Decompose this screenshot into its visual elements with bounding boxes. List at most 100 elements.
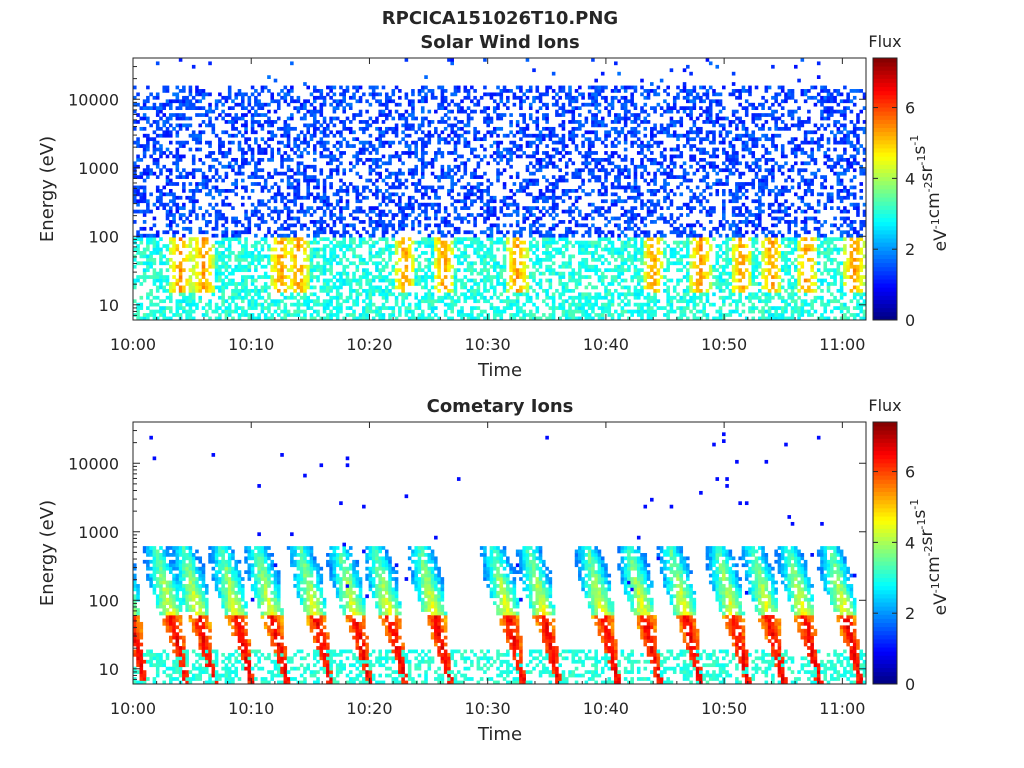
flux-pixel [571,113,576,117]
flux-pixel [568,230,572,235]
flux-pixel [420,140,425,145]
flux-pixel [555,99,559,104]
flux-pixel [463,168,468,173]
flux-pixel [227,95,232,100]
flux-pixel [535,316,540,321]
flux-pixel [329,161,333,166]
flux-pixel [391,140,396,145]
flux-pixel [460,254,464,259]
flux-pixel [532,151,536,155]
flux-pixel [326,237,330,242]
flux-pixel [378,309,382,314]
flux-pixel [178,157,183,162]
flux-pixel [391,244,396,248]
flux-pixel [273,230,278,235]
flux-pixel [509,275,513,279]
flux-pixel [290,113,294,117]
flux-pixel [290,230,294,235]
flux-pixel [512,182,517,186]
flux-pixel [309,278,314,283]
flux-pixel [427,257,432,262]
flux-pixel [594,285,598,290]
flux-pixel [561,199,566,204]
flux-pixel [545,302,549,307]
flux-pixel [270,302,275,307]
flux-pixel [460,185,464,190]
flux-pixel [492,109,497,114]
flux-pixel [578,113,582,117]
flux-pixel [542,237,546,242]
flux-pixel [240,275,245,279]
flux-pixel [335,116,340,121]
flux-pixel [607,171,612,176]
flux-pixel [496,113,500,117]
flux-pixel [283,144,288,148]
flux-pixel [424,278,428,283]
flux-pixel [368,102,373,107]
flux-pixel [578,120,582,124]
flux-pixel [224,254,229,259]
flux-pixel [407,113,412,117]
flux-pixel [597,316,602,321]
flux-pixel [244,226,248,231]
flux-pixel [483,275,487,279]
flux-pixel [456,261,461,266]
flux-pixel [499,271,504,276]
flux-pixel [286,213,291,217]
flux-pixel [473,268,477,273]
flux-pixel [139,116,144,121]
flux-pixel [398,306,402,310]
flux-pixel [414,306,418,310]
flux-pixel [254,233,258,238]
flux-pixel [211,195,216,200]
flux-pixel [237,147,242,152]
flux-pixel [185,278,189,283]
flux-pixel [515,292,520,297]
flux-pixel [348,282,353,286]
flux-pixel [195,106,199,111]
flux-pixel [486,123,490,128]
flux-pixel [555,92,559,97]
flux-pixel [502,244,507,248]
flux-pixel [548,271,553,276]
flux-pixel [149,168,153,173]
flux-pixel [551,161,556,166]
flux-pixel [551,182,556,186]
flux-pixel [247,264,252,269]
flux-pixel [234,282,239,286]
flux-pixel [185,254,189,259]
flux-pixel [427,299,432,304]
flux-pixel [551,195,556,200]
flux-pixel [237,164,242,169]
flux-pixel [329,230,333,235]
flux-pixel [175,157,180,162]
flux-pixel [283,206,288,210]
flux-pixel [221,189,225,193]
flux-pixel [489,264,494,269]
flux-pixel [519,182,523,186]
flux-pixel [479,254,484,259]
flux-pixel [571,109,576,114]
flux-pixel [322,254,327,259]
flux-pixel [607,288,612,293]
flux-pixel [276,151,281,155]
flux-pixel [286,144,291,148]
flux-pixel [453,116,458,121]
flux-pixel [260,247,265,252]
flux-pixel [273,171,278,176]
flux-pixel [561,192,566,197]
flux-pixel [420,161,425,166]
flux-pixel [188,220,193,224]
flux-pixel [542,192,546,197]
flux-pixel [542,151,546,155]
flux-pixel [551,302,556,307]
flux-pixel [169,226,173,231]
flux-pixel [231,157,235,162]
flux-pixel [398,157,402,162]
flux-pixel [545,292,549,297]
flux-pixel [581,161,585,166]
flux-pixel [257,144,261,148]
flux-pixel [528,313,533,317]
flux-pixel [326,154,330,159]
flux-pixel [574,133,579,138]
